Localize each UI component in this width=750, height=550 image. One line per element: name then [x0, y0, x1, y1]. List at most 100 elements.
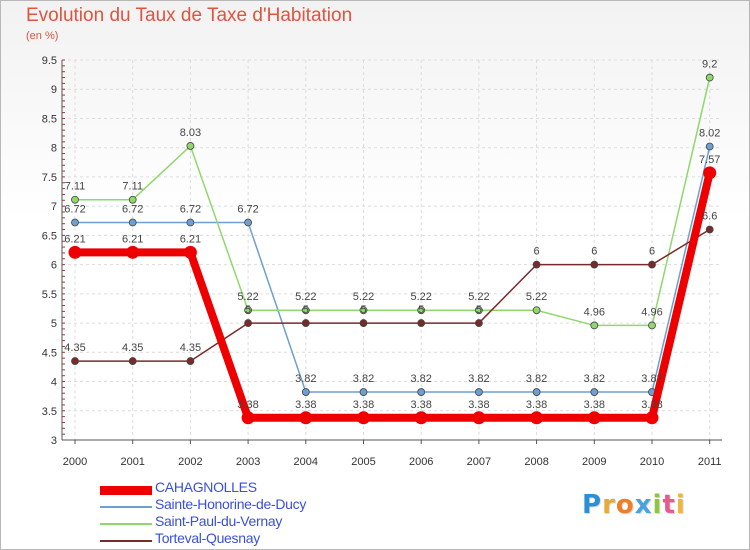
data-point [128, 195, 137, 204]
data-label: 3.38 [584, 399, 605, 411]
data-point [474, 319, 483, 327]
y-tick-label: 3 [51, 435, 57, 447]
legend-label: Sainte-Honorine-de-Ducy [155, 496, 307, 512]
data-label: 5.22 [353, 291, 374, 303]
y-tick-label: 6.5 [42, 230, 57, 242]
data-label: 6.72 [122, 204, 143, 216]
data-label: 5 [245, 304, 251, 316]
data-point [703, 166, 717, 180]
data-label: 9.2 [702, 59, 717, 71]
data-point [472, 411, 486, 425]
data-label: 5.22 [295, 291, 316, 303]
legend-swatch [100, 523, 152, 525]
data-label: 3.38 [237, 399, 258, 411]
logo-letter: i [675, 490, 686, 520]
data-point [128, 357, 137, 365]
y-tick-label: 4 [51, 377, 57, 389]
data-point [359, 319, 368, 327]
data-label: 6 [534, 246, 540, 258]
y-tick-label: 9.5 [42, 55, 57, 67]
data-point [71, 195, 79, 204]
x-tick-label: 2010 [640, 456, 664, 468]
series-line-saint-paul-du-vernay [75, 77, 711, 327]
data-point [417, 388, 426, 396]
data-point [68, 245, 82, 259]
data-point [71, 357, 79, 365]
data-label: 5.22 [237, 291, 258, 303]
x-tick-label: 2004 [294, 456, 318, 468]
data-label: 6.21 [122, 233, 143, 245]
data-label: 4.96 [584, 306, 605, 318]
data-point [474, 388, 483, 396]
logo-letter: P [582, 490, 603, 520]
data-label: 6.21 [180, 233, 201, 245]
data-label: 6.72 [237, 204, 258, 216]
data-point [244, 306, 253, 315]
y-tick-label: 8.5 [42, 113, 57, 125]
x-tick-label: 2006 [409, 456, 433, 468]
data-point [532, 388, 541, 396]
y-tick-label: 4.5 [42, 347, 57, 359]
data-label: 5.22 [468, 291, 489, 303]
data-point [587, 411, 601, 425]
data-label: 3.38 [641, 399, 662, 411]
data-label: 7.11 [65, 181, 86, 193]
series-line-sainte-honorine-de-ducy [75, 146, 711, 393]
data-point [705, 73, 714, 82]
data-point [414, 411, 428, 425]
x-tick-label: 2005 [351, 456, 375, 468]
x-tick-label: 2002 [178, 456, 202, 468]
data-label: 6 [649, 246, 655, 258]
data-point [648, 260, 656, 269]
data-point [590, 321, 599, 330]
data-label: 6.6 [702, 211, 717, 223]
data-point [590, 388, 599, 396]
logo-letter: r [602, 490, 616, 520]
data-label: 3.82 [410, 373, 431, 385]
data-point [241, 411, 255, 425]
data-label: 5 [303, 304, 309, 316]
y-tick-label: 3.5 [42, 406, 57, 418]
y-tick-label: 7.5 [42, 172, 57, 184]
data-point [186, 218, 195, 227]
data-label: 3.82 [295, 373, 316, 385]
data-label: 6 [591, 246, 597, 258]
legend-swatch [100, 540, 152, 542]
y-tick-label: 6 [51, 260, 57, 272]
data-label: 6.72 [64, 204, 85, 216]
y-tick-label: 8 [51, 143, 57, 155]
data-label: 3.38 [410, 399, 431, 411]
data-label: 5.22 [410, 291, 431, 303]
data-point [244, 218, 253, 227]
logo-letter: x [634, 490, 653, 520]
data-label: 3.38 [353, 399, 374, 411]
data-point [186, 142, 195, 150]
data-label: 5 [476, 304, 482, 316]
legend-swatch [100, 506, 152, 508]
data-label: 3.82 [641, 373, 662, 385]
data-point [128, 218, 137, 227]
data-label: 5.22 [526, 291, 547, 303]
x-tick-label: 2003 [236, 456, 260, 468]
data-point [183, 245, 197, 259]
data-label: 7.11 [122, 181, 143, 193]
data-label: 5 [418, 304, 424, 316]
data-point [532, 260, 541, 269]
data-label: 7.57 [699, 154, 720, 166]
x-tick-label: 2011 [698, 456, 722, 468]
legend-label: Saint-Paul-du-Vernay [155, 513, 283, 529]
data-label: 8.02 [699, 128, 720, 140]
data-point [299, 411, 313, 425]
logo-letter: o [615, 490, 635, 520]
y-tick-label: 5.5 [42, 289, 57, 301]
data-label: 4.35 [64, 342, 85, 354]
data-label: 4.96 [641, 306, 662, 318]
data-point [532, 306, 541, 315]
data-point [301, 388, 310, 396]
proxiti-logo: Proxiti [582, 490, 686, 520]
series-line-torteval-quesnay [75, 228, 711, 362]
data-point [530, 411, 544, 425]
data-point [648, 321, 656, 330]
data-point [301, 319, 310, 327]
